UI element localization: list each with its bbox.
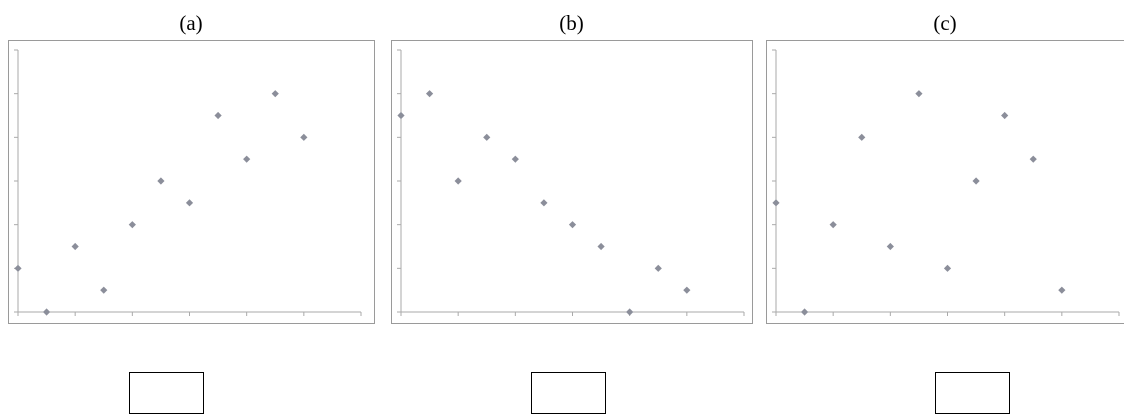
point xyxy=(683,287,690,294)
point xyxy=(858,134,865,141)
point xyxy=(14,265,21,272)
point xyxy=(944,265,951,272)
point xyxy=(569,221,576,228)
chart-title: (c) xyxy=(933,11,956,35)
point xyxy=(300,134,307,141)
point xyxy=(129,221,136,228)
point xyxy=(1030,156,1037,163)
chart-title: (b) xyxy=(559,11,584,35)
answer-box xyxy=(936,373,1010,414)
point xyxy=(597,243,604,250)
plot-frame xyxy=(767,41,1124,324)
point xyxy=(72,243,79,250)
point xyxy=(455,177,462,184)
plot-frame xyxy=(9,41,375,324)
point xyxy=(397,112,404,119)
point xyxy=(157,177,164,184)
point xyxy=(426,90,433,97)
point xyxy=(655,265,662,272)
point xyxy=(1001,112,1008,119)
point xyxy=(1058,287,1065,294)
point xyxy=(186,199,193,206)
point xyxy=(272,90,279,97)
point xyxy=(915,90,922,97)
point xyxy=(887,243,894,250)
point xyxy=(483,134,490,141)
point xyxy=(43,308,50,315)
chart-title: (a) xyxy=(179,11,202,35)
point xyxy=(540,199,547,206)
point xyxy=(801,308,808,315)
point xyxy=(214,112,221,119)
answer-box xyxy=(532,373,606,414)
point xyxy=(512,156,519,163)
point xyxy=(100,287,107,294)
point xyxy=(772,199,779,206)
point xyxy=(626,308,633,315)
answer-box xyxy=(130,373,204,414)
point xyxy=(830,221,837,228)
point xyxy=(972,177,979,184)
point xyxy=(243,156,250,163)
plot-frame xyxy=(392,41,753,324)
